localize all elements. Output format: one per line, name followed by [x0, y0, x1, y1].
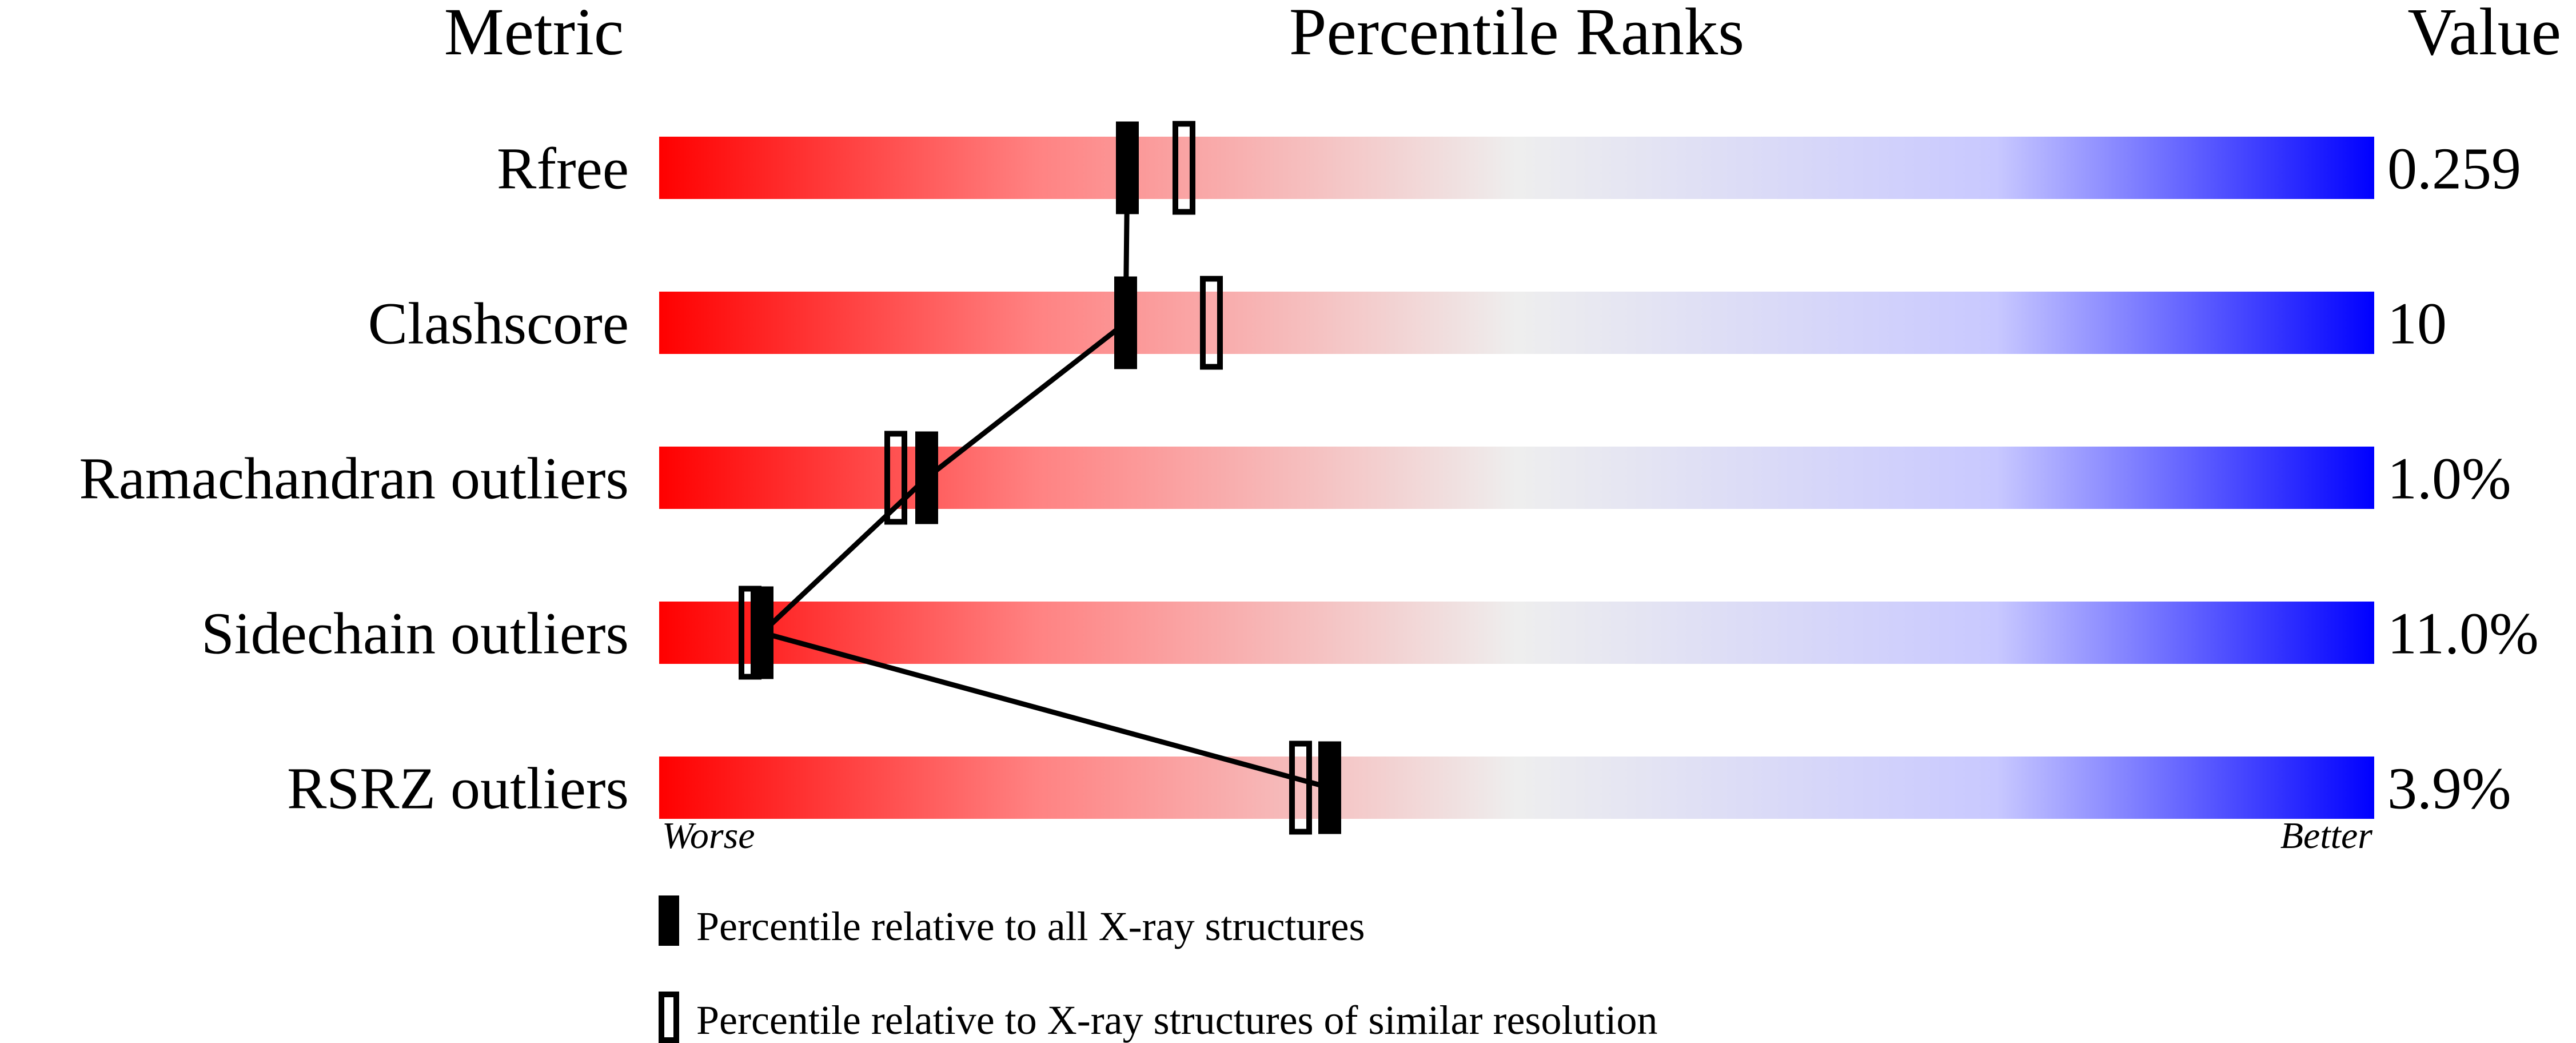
- header-metric: Metric: [444, 0, 624, 69]
- metric-value: 11.0%: [2387, 601, 2539, 667]
- marker-similar-resolution: [1200, 276, 1223, 370]
- marker-similar-resolution: [884, 431, 907, 525]
- legend-label-similar: Percentile relative to X-ray structures …: [696, 997, 1657, 1043]
- metric-label: Ramachandran outliers: [79, 446, 629, 512]
- marker-all-structures: [1116, 121, 1139, 214]
- metric-label: Clashscore: [368, 291, 629, 357]
- marker-similar-resolution: [1289, 741, 1312, 835]
- percentile-bar: [659, 757, 2374, 819]
- metric-label: Rfree: [497, 136, 629, 202]
- marker-all-structures: [1114, 276, 1137, 369]
- percentile-bar: [659, 137, 2374, 199]
- percentile-bar: [659, 447, 2374, 509]
- metric-value: 3.9%: [2387, 756, 2511, 822]
- marker-all-structures: [751, 586, 773, 679]
- legend-filled-marker: [659, 895, 679, 946]
- metric-label: Sidechain outliers: [201, 601, 629, 667]
- legend-open-marker: [659, 992, 679, 1043]
- metric-value: 1.0%: [2387, 446, 2511, 512]
- marker-all-structures: [1318, 741, 1341, 834]
- percentile-bar: [659, 602, 2374, 664]
- axis-label-worse: Worse: [662, 815, 755, 857]
- legend-label-all: Percentile relative to all X-ray structu…: [696, 903, 1365, 949]
- marker-similar-resolution: [1173, 121, 1195, 215]
- axis-label-better: Better: [2280, 815, 2373, 857]
- header-value: Value: [2407, 0, 2561, 69]
- metric-label: RSRZ outliers: [287, 756, 629, 822]
- metric-value: 0.259: [2387, 136, 2521, 202]
- metric-value: 10: [2387, 291, 2447, 357]
- marker-all-structures: [915, 431, 938, 524]
- percentile-bar: [659, 292, 2374, 354]
- header-percentile-ranks: Percentile Ranks: [1289, 0, 1744, 69]
